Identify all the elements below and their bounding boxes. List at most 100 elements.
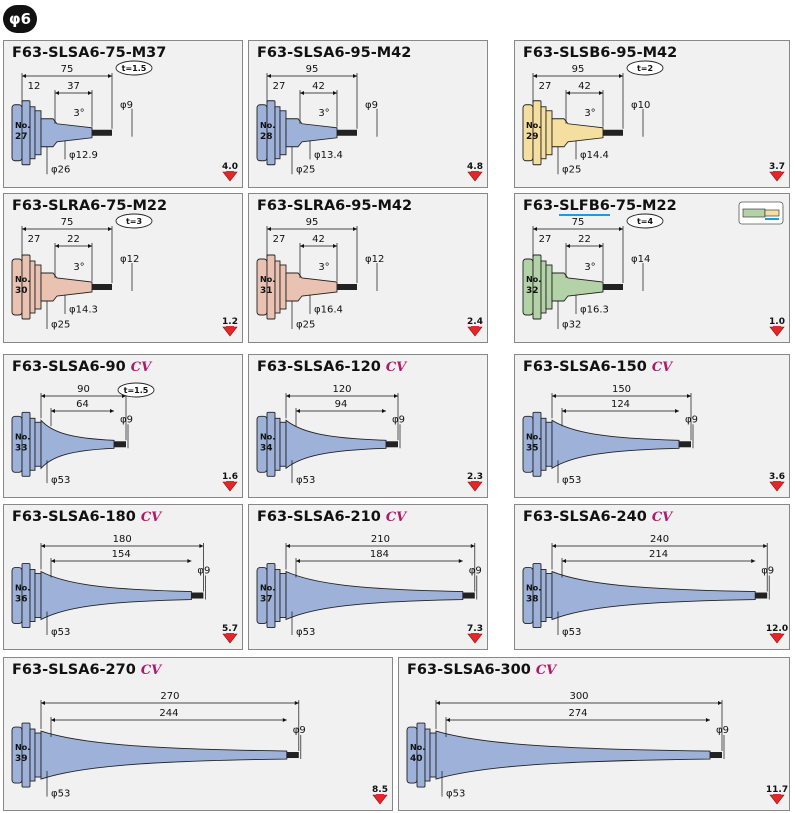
product-code-text: F63-SLRA6-75-M22 <box>12 198 168 214</box>
tip-diameter-label: φ9 <box>120 100 133 111</box>
mid-diameter-label: φ16.3 <box>580 305 609 316</box>
product-code-text: F63-SLSA6-120 <box>257 359 381 375</box>
product-code-text: F63-SLSA6-150 <box>523 359 647 375</box>
base-diameter-label: φ53 <box>51 475 70 486</box>
weight-label: 2.3 <box>467 472 483 482</box>
total-length-label: 75 <box>61 217 74 228</box>
weight-label: 1.0 <box>769 317 785 327</box>
holder-drawing: No. 27 75 12 37 3° φ9 φ12.9 φ26 t=1.5 4.0 <box>11 60 238 182</box>
red-down-arrow-stem <box>773 633 781 637</box>
base-diameter-label: φ53 <box>562 627 581 638</box>
mid-diameter-label: φ14.3 <box>69 305 98 316</box>
weight-label: 4.8 <box>467 162 483 172</box>
base-diameter-label: φ53 <box>296 475 315 486</box>
tip-diameter-label: φ9 <box>716 725 729 736</box>
holder-number: 37 <box>260 595 273 605</box>
red-down-arrow-stem <box>226 326 234 330</box>
holder-neck <box>285 272 338 302</box>
dim-label-a: 27 <box>539 234 552 245</box>
dim-label-b: 22 <box>67 234 80 245</box>
weight-label: 7.3 <box>467 624 483 634</box>
thickness-label: t=3 <box>126 217 142 226</box>
holder-tip <box>679 441 691 448</box>
holder-tip <box>603 129 623 136</box>
product-code-text: F63-SLSA6-300 <box>407 662 531 678</box>
holder-drawing: No. 33 90 64 φ9 φ53 t=1.5 1.6 <box>11 382 238 492</box>
product-code-text: F63-SLRA6-95-M42 <box>257 198 413 214</box>
weight-label: 2.4 <box>467 317 483 327</box>
red-down-arrow-stem <box>773 794 781 798</box>
dimension-arrowheads <box>55 244 92 248</box>
weight-label: 12.0 <box>766 624 788 634</box>
weight-label: 1.2 <box>222 317 238 327</box>
red-down-arrow-stem <box>773 481 781 485</box>
tip-diameter-label: φ14 <box>631 254 650 265</box>
holder-number: 40 <box>410 754 423 764</box>
holder-neck <box>551 118 604 148</box>
holder-ring <box>545 110 553 156</box>
tapered-body <box>285 419 387 470</box>
thickness-label: t=1.5 <box>122 64 147 73</box>
holder-ring <box>545 264 553 310</box>
mid-diameter-label: φ13.4 <box>314 150 343 161</box>
weight-label: 3.6 <box>769 472 785 482</box>
product-card: F63-SLSA6-300 CV No. 40 300 274 φ9 φ53 11.7 <box>398 657 790 811</box>
product-code-text: F63-SLSA6-75-M37 <box>12 45 167 61</box>
product-code-text: F63-SLSA6-240 <box>523 509 647 525</box>
product-card: F63-SLSA6-210 CV No. 37 210 184 φ9 φ53 7.3 <box>248 504 488 650</box>
product-code: F63-SLSA6-120 CV <box>257 359 406 375</box>
tapered-body <box>551 570 756 621</box>
dim-label-b: 37 <box>67 81 80 92</box>
holder-number: 30 <box>15 286 28 296</box>
mid-diameter-label: φ14.4 <box>580 150 609 161</box>
red-down-arrow-stem <box>226 481 234 485</box>
holder-number: 34 <box>260 443 273 453</box>
thickness-label: t=4 <box>637 217 654 226</box>
holder-ring <box>29 728 36 782</box>
red-down-arrow-stem <box>773 171 781 175</box>
angle-label: 3° <box>73 262 84 273</box>
dim-label-a: 12 <box>28 81 41 92</box>
weight-label: 1.6 <box>222 472 238 482</box>
product-card: F63-SLSA6-270 CV No. 39 270 244 φ9 φ53 8.5 <box>3 657 393 811</box>
base-diameter-label: φ25 <box>296 165 315 176</box>
dimension-arrowheads <box>300 244 337 248</box>
holder-drawing: No. 34 120 94 φ9 φ53 2.3 <box>256 384 483 492</box>
holder-ring <box>279 421 287 467</box>
base-diameter-label: φ53 <box>446 789 465 800</box>
product-code: F63-SLFB6-75-M22 <box>523 198 677 216</box>
cv-mark: CV <box>130 360 152 375</box>
dim-label-a: 27 <box>539 81 552 92</box>
holder-ring <box>279 264 287 310</box>
holder-ring <box>274 417 281 471</box>
thickness-label: t=1.5 <box>124 386 149 395</box>
weight-label: 5.7 <box>222 624 238 634</box>
tip-diameter-label: φ12 <box>365 254 384 265</box>
dim-label-a: 154 <box>112 549 131 560</box>
holder-tip <box>710 752 722 759</box>
dim-label-a: 27 <box>273 81 286 92</box>
holder-neck <box>40 272 93 302</box>
angle-label: 3° <box>318 262 329 273</box>
holder-ring <box>34 732 42 778</box>
tip-diameter-label: φ9 <box>197 566 210 577</box>
holder-ring <box>429 732 437 778</box>
thickness-bubble <box>626 60 664 76</box>
product-card: F63-SLSA6-180 CV No. 36 180 154 φ9 φ53 5.7 <box>3 504 243 650</box>
holder-ring <box>540 106 547 160</box>
total-length-label: 150 <box>612 384 631 395</box>
base-diameter-label: φ25 <box>51 320 70 331</box>
holder-neck <box>40 118 93 148</box>
product-card: F63-SLRA6-95-M42 No. 31 95 27 42 3° φ12 φ16.4 φ25… <box>248 193 488 343</box>
holder-ring <box>29 106 36 160</box>
holder-drawing: No. 28 95 27 42 3° φ9 φ13.4 φ25 4.8 <box>256 64 483 182</box>
dim-label-a: 124 <box>611 399 630 410</box>
red-down-arrow-stem <box>471 171 479 175</box>
total-length-label: 240 <box>650 534 669 545</box>
holder-ring <box>29 417 36 471</box>
holder-drawing: No. 39 270 244 φ9 φ53 8.5 <box>11 691 388 805</box>
red-down-arrow-stem <box>226 171 234 175</box>
holder-tip <box>114 441 126 448</box>
holder-no-label: No. <box>15 743 30 752</box>
tapered-body <box>40 570 192 621</box>
